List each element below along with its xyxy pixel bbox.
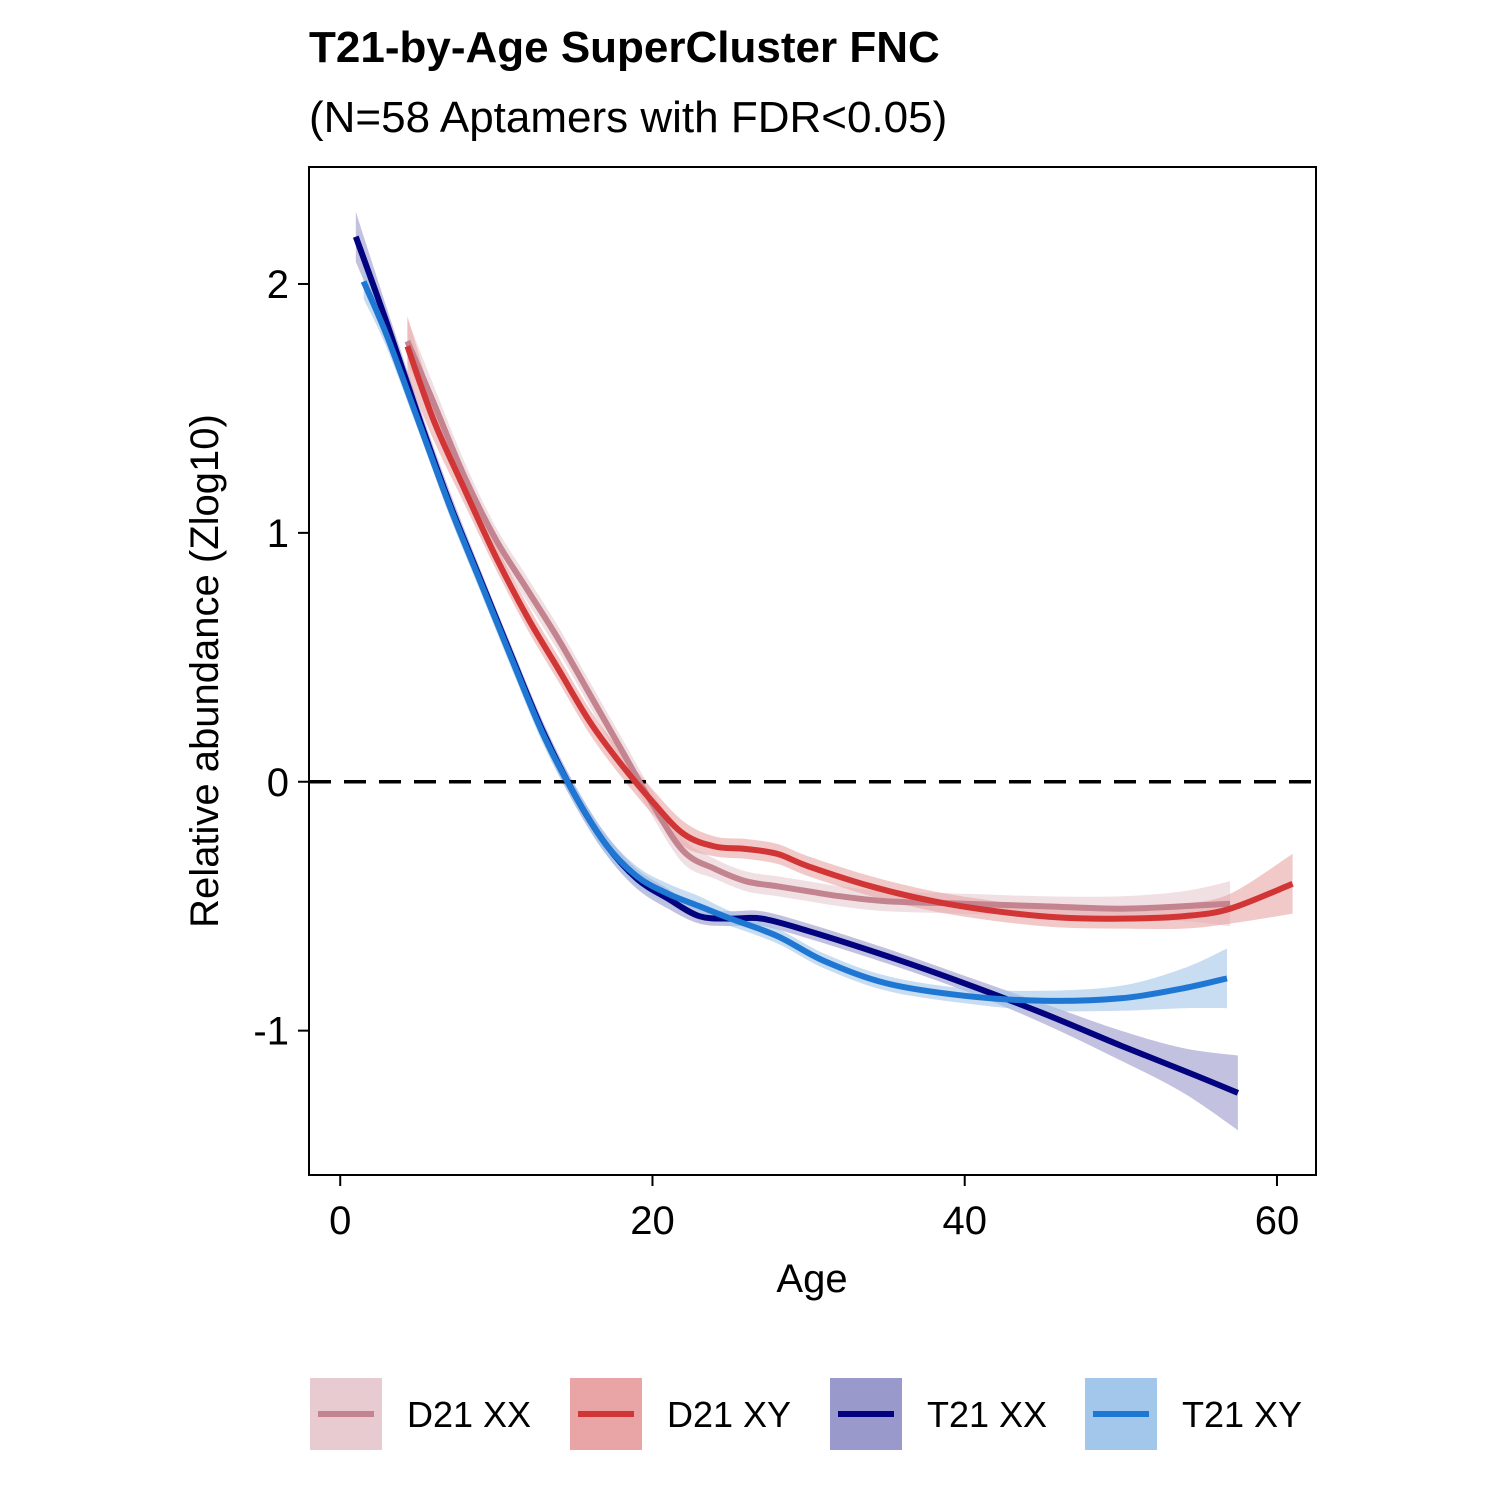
- legend-label: D21 XY: [667, 1394, 791, 1435]
- y-tick-label: 2: [267, 263, 289, 307]
- x-tick-label: 60: [1255, 1199, 1300, 1243]
- x-tick-label: 40: [942, 1199, 987, 1243]
- x-tick-label: 0: [329, 1199, 351, 1243]
- legend: D21 XX D21 XY T21 XX T21 XY: [310, 1378, 1302, 1450]
- y-axis-title: Relative abundance (Zlog10): [183, 414, 227, 928]
- plot-area: [308, 166, 1317, 1176]
- y-tick-label: -1: [253, 1010, 289, 1054]
- x-axis-title: Age: [776, 1257, 847, 1301]
- plot-frame: [308, 166, 1317, 1176]
- series-line-d21-xy: [404, 345, 1294, 922]
- series-line-t21-xx: [352, 235, 1240, 1096]
- legend-item-t21-xy: T21 XY: [1085, 1378, 1302, 1450]
- y-tick-label: 0: [267, 761, 289, 805]
- chart-title: T21-by-Age SuperCluster FNC: [309, 23, 940, 72]
- legend-item-d21-xx: D21 XX: [310, 1378, 531, 1450]
- x-tick-label: 20: [630, 1199, 675, 1243]
- y-axis: -1 0 1 2: [253, 263, 309, 1054]
- legend-label: T21 XX: [927, 1394, 1047, 1435]
- series-line-d21-xx: [404, 340, 1231, 912]
- legend-item-d21-xy: D21 XY: [570, 1378, 791, 1450]
- legend-label: T21 XY: [1182, 1394, 1302, 1435]
- legend-label: D21 XX: [407, 1394, 531, 1435]
- band-d21-xy: [407, 316, 1293, 930]
- chart-subtitle: (N=58 Aptamers with FDR<0.05): [309, 93, 947, 142]
- legend-item-t21-xx: T21 XX: [830, 1378, 1047, 1450]
- x-axis: 0 20 40 60: [329, 1175, 1299, 1243]
- series-line-t21-xy: [360, 280, 1228, 1004]
- series-lines: [352, 235, 1294, 1096]
- y-tick-label: 1: [267, 512, 289, 556]
